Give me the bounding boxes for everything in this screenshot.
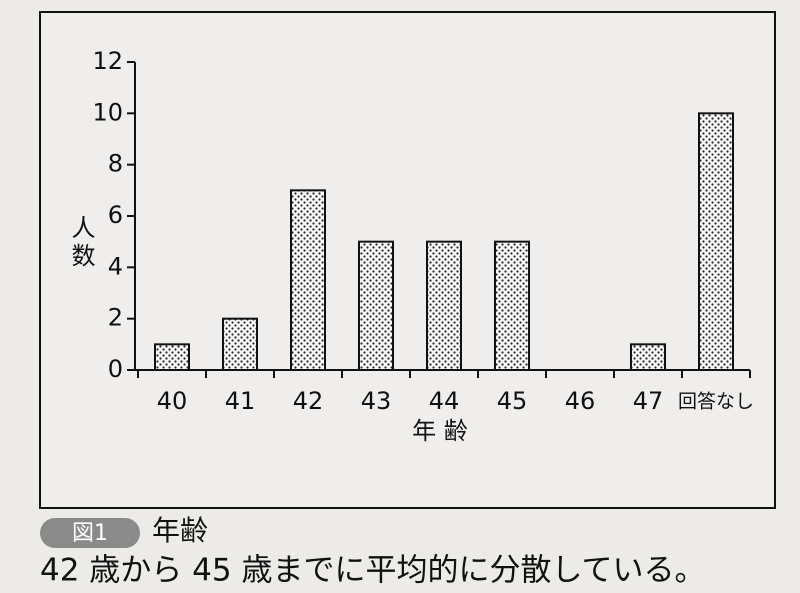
bar: [358, 240, 394, 371]
x-tick-label: 40: [157, 387, 188, 415]
caption: 年齢: [152, 514, 208, 547]
x-tick-label: 46: [565, 387, 596, 415]
note: 42 歳から 45 歳までに平均的に分散している。: [40, 553, 706, 589]
y-tick-label: 0: [108, 355, 123, 383]
figure-label: 図1: [72, 521, 108, 546]
x-tick-label: 42: [293, 387, 324, 415]
x-tick-label: 45: [497, 387, 528, 415]
x-tick-label: 47: [633, 387, 664, 415]
x-axis-label: 年 齢: [412, 417, 468, 445]
bar: [630, 343, 666, 372]
bar: [426, 240, 462, 371]
y-tick-label: 2: [108, 304, 123, 332]
bar: [222, 317, 258, 371]
bar: [154, 343, 190, 372]
x-tick-label: 41: [225, 387, 256, 415]
x-tick-label: 43: [361, 387, 392, 415]
bar: [698, 112, 734, 371]
x-tick-label: 44: [429, 387, 460, 415]
x-tick-label: 回答なし: [678, 391, 754, 413]
y-tick-label: 8: [108, 150, 123, 178]
bar: [290, 189, 326, 371]
figure-badge: [40, 518, 140, 548]
y-axis-label: 人数: [67, 215, 95, 271]
chart-frame: [39, 11, 776, 509]
y-tick-label: 6: [108, 201, 123, 229]
y-tick-label: 10: [92, 98, 123, 126]
y-tick-label: 12: [92, 47, 123, 75]
y-tick-label: 4: [108, 252, 123, 280]
bar: [494, 240, 530, 371]
